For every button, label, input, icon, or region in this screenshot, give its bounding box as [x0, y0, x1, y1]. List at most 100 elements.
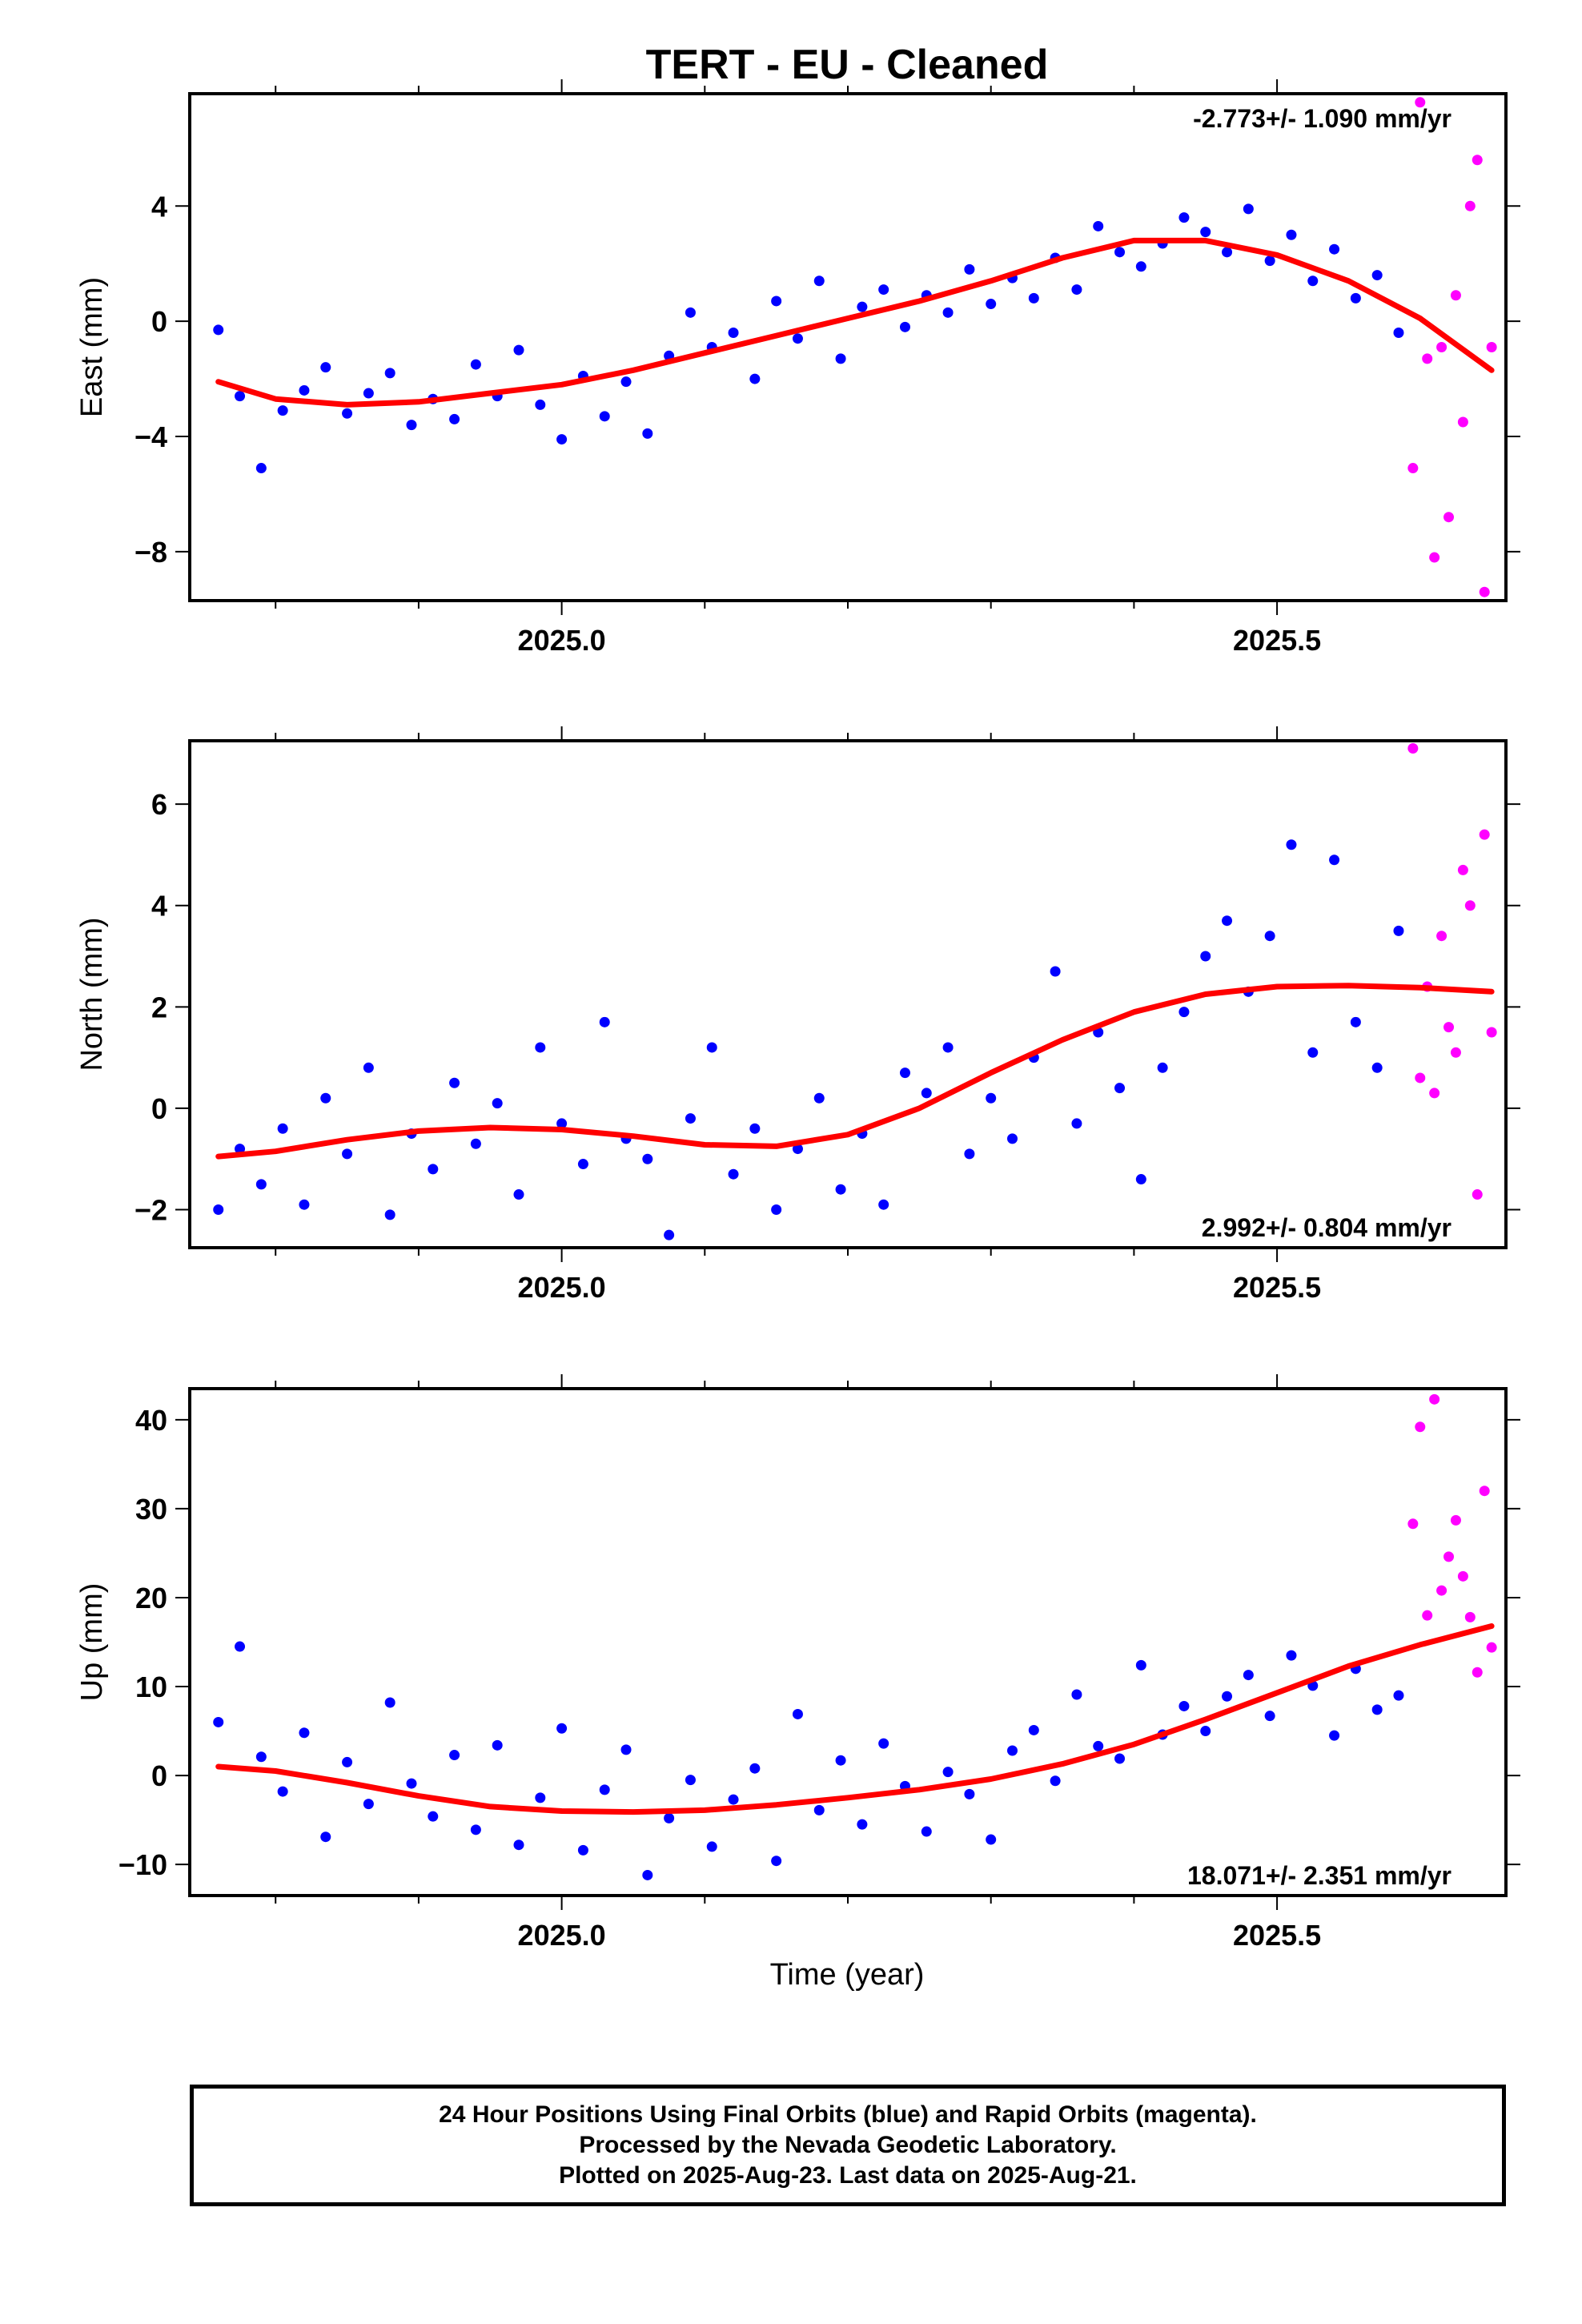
up-final-point: [1050, 1775, 1061, 1787]
up-final-point: [1222, 1691, 1233, 1702]
up-rapid-point: [1443, 1551, 1455, 1562]
east-final-point: [535, 399, 546, 410]
north-rapid-point: [1443, 1022, 1455, 1033]
north-final-point: [320, 1092, 331, 1104]
north-final-point: [299, 1199, 310, 1210]
east-final-point: [406, 420, 417, 431]
figure-canvas: TERT - EU - Cleaned 2025.0 2025.5 −8 −4 0 4 Ea…: [75, 42, 1520, 1992]
up-final-point: [1093, 1740, 1104, 1751]
up-final-point: [664, 1812, 675, 1823]
east-final-point: [299, 384, 310, 396]
up-rapid-point: [1415, 1421, 1426, 1433]
east-data-layer: [213, 97, 1497, 597]
north-final-point: [1307, 1047, 1319, 1058]
up-rapid-point: [1464, 1611, 1476, 1622]
north-final-point: [813, 1092, 825, 1104]
north-ytick-label: 0: [151, 1092, 167, 1125]
east-final-point: [878, 284, 889, 296]
east-ytick-label: 4: [151, 190, 167, 223]
north-final-point: [535, 1042, 546, 1053]
east-final-point: [986, 299, 997, 310]
north-final-point: [1178, 1007, 1190, 1018]
north-final-point: [1050, 966, 1061, 977]
up-ytick-label: 40: [135, 1404, 167, 1437]
east-rapid-point: [1472, 155, 1483, 166]
north-ytick-label: 4: [151, 890, 167, 923]
east-final-point: [1222, 247, 1233, 258]
up-final-point: [986, 1834, 997, 1845]
up-ytick-label: 10: [135, 1671, 167, 1703]
east-rapid-point: [1415, 97, 1426, 108]
north-final-point: [342, 1148, 353, 1160]
up-final-point: [277, 1786, 288, 1797]
up-final-point: [535, 1792, 546, 1803]
east-final-point: [277, 405, 288, 416]
east-rate-annotation: -2.773+/- 1.090 mm/yr: [1193, 104, 1452, 133]
up-rate-annotation: 18.071+/- 2.351 mm/yr: [1187, 1861, 1452, 1890]
north-final-point: [449, 1077, 460, 1088]
east-rapid-point: [1464, 200, 1476, 211]
up-final-point: [577, 1844, 588, 1856]
east-y-axis-label: East (mm): [75, 277, 109, 417]
up-plot-frame: [188, 1387, 1508, 1897]
north-final-point: [1329, 854, 1340, 866]
east-final-point: [964, 263, 975, 275]
up-final-point: [492, 1739, 503, 1751]
north-final-point: [942, 1042, 954, 1053]
north-rapid-point: [1436, 931, 1447, 942]
north-final-point: [213, 1204, 224, 1216]
east-final-point: [642, 428, 653, 439]
north-final-point: [599, 1016, 610, 1027]
up-final-point: [235, 1641, 246, 1652]
north-rapid-point: [1457, 864, 1468, 875]
east-final-point: [1114, 247, 1126, 258]
north-rapid-point: [1464, 900, 1476, 911]
up-final-point: [749, 1763, 761, 1774]
east-final-point: [749, 373, 761, 384]
north-final-point: [1371, 1062, 1383, 1073]
up-rapid-point: [1486, 1642, 1497, 1653]
east-final-point: [771, 296, 782, 307]
north-final-point: [792, 1144, 803, 1155]
up-final-point: [878, 1738, 889, 1749]
east-xtick-label: 2025.5: [1233, 624, 1321, 657]
up-rapid-point: [1450, 1514, 1461, 1526]
up-final-point: [1028, 1724, 1039, 1735]
north-final-point: [706, 1042, 717, 1053]
north-final-point: [728, 1168, 739, 1180]
east-ytick-label: −4: [135, 420, 167, 453]
up-final-point: [213, 1716, 224, 1727]
up-final-point: [835, 1755, 846, 1766]
east-ytick-label: −8: [135, 536, 167, 569]
north-final-point: [899, 1068, 910, 1079]
up-data-layer: [213, 1393, 1497, 1880]
east-final-point: [255, 463, 267, 474]
north-final-point: [1286, 839, 1297, 850]
east-rapid-point: [1407, 463, 1419, 474]
east-final-point: [470, 359, 481, 370]
north-final-point: [1157, 1062, 1168, 1073]
north-final-point: [492, 1098, 503, 1109]
north-rapid-point: [1450, 1047, 1461, 1058]
caption-line-3: Plotted on 2025-Aug-23. Last data on 202…: [559, 2162, 1137, 2189]
up-final-point: [255, 1751, 267, 1763]
up-final-point: [1135, 1659, 1146, 1671]
north-final-point: [556, 1118, 568, 1129]
east-panel: 2025.0 2025.5 −8 −4 0 4 East (mm) -2.773+/- 1.0…: [75, 79, 1520, 657]
up-final-point: [1371, 1704, 1383, 1715]
up-final-point: [470, 1824, 481, 1835]
up-fit-curve: [215, 1623, 1495, 1815]
up-final-point: [363, 1799, 374, 1810]
up-ytick-label: 30: [135, 1493, 167, 1526]
east-final-point: [857, 301, 868, 312]
north-final-point: [1393, 925, 1404, 936]
north-final-point: [1350, 1016, 1361, 1027]
east-final-point: [213, 324, 224, 336]
up-final-point: [685, 1775, 696, 1786]
north-rate-annotation: 2.992+/- 0.804 mm/yr: [1202, 1213, 1452, 1242]
caption-line-2: Processed by the Nevada Geodetic Laborat…: [579, 2132, 1117, 2158]
north-data-layer: [213, 742, 1497, 1240]
east-final-point: [1307, 275, 1319, 287]
east-final-point: [1028, 292, 1039, 304]
north-ytick-label: 2: [151, 991, 167, 1023]
